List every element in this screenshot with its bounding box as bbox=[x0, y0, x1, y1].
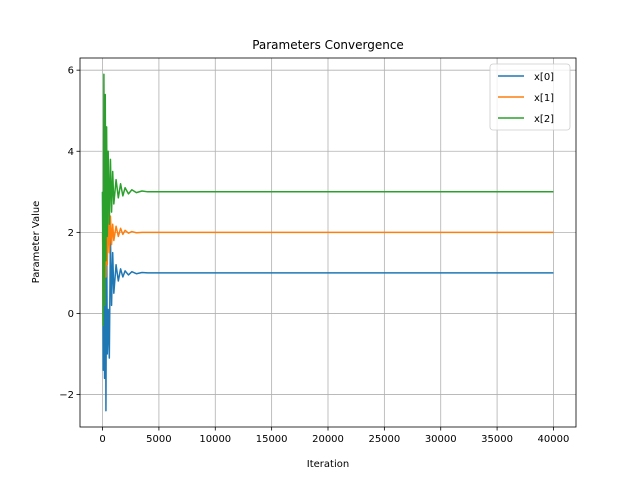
y-axis: −2 0 2 4 6 bbox=[59, 66, 80, 401]
x-tick-label: 0 bbox=[99, 434, 105, 445]
x-tick-label: 25000 bbox=[368, 434, 400, 445]
legend: x[0] x[1] x[2] bbox=[489, 63, 571, 131]
series-line-0 bbox=[101, 114, 554, 412]
x-tick-label: 20000 bbox=[312, 434, 344, 445]
legend-box bbox=[489, 63, 571, 131]
chart-title: Parameters Convergence bbox=[252, 38, 404, 52]
x-tick-label: 15000 bbox=[256, 434, 288, 445]
x-tick-label: 35000 bbox=[481, 434, 513, 445]
x-tick-label: 40000 bbox=[538, 434, 570, 445]
x-axis: 0 5000 10000 15000 20000 25000 30000 35000 40000 bbox=[99, 427, 569, 445]
x-tick-label: 5000 bbox=[146, 434, 171, 445]
legend-label-0: x[0] bbox=[534, 72, 554, 83]
y-axis-label: Parameter Value bbox=[31, 201, 42, 284]
x-tick-label: 10000 bbox=[199, 434, 231, 445]
y-tick-label: −2 bbox=[59, 390, 74, 401]
y-tick-label: 4 bbox=[68, 147, 74, 158]
y-tick-label: 0 bbox=[68, 309, 74, 320]
series-group bbox=[101, 73, 554, 412]
x-axis-label: Iteration bbox=[307, 459, 349, 470]
x-tick-label: 30000 bbox=[425, 434, 457, 445]
legend-label-1: x[1] bbox=[534, 93, 554, 104]
series-line-2 bbox=[101, 73, 554, 327]
legend-label-2: x[2] bbox=[534, 114, 554, 125]
y-tick-label: 2 bbox=[68, 228, 74, 239]
y-tick-label: 6 bbox=[68, 66, 74, 77]
